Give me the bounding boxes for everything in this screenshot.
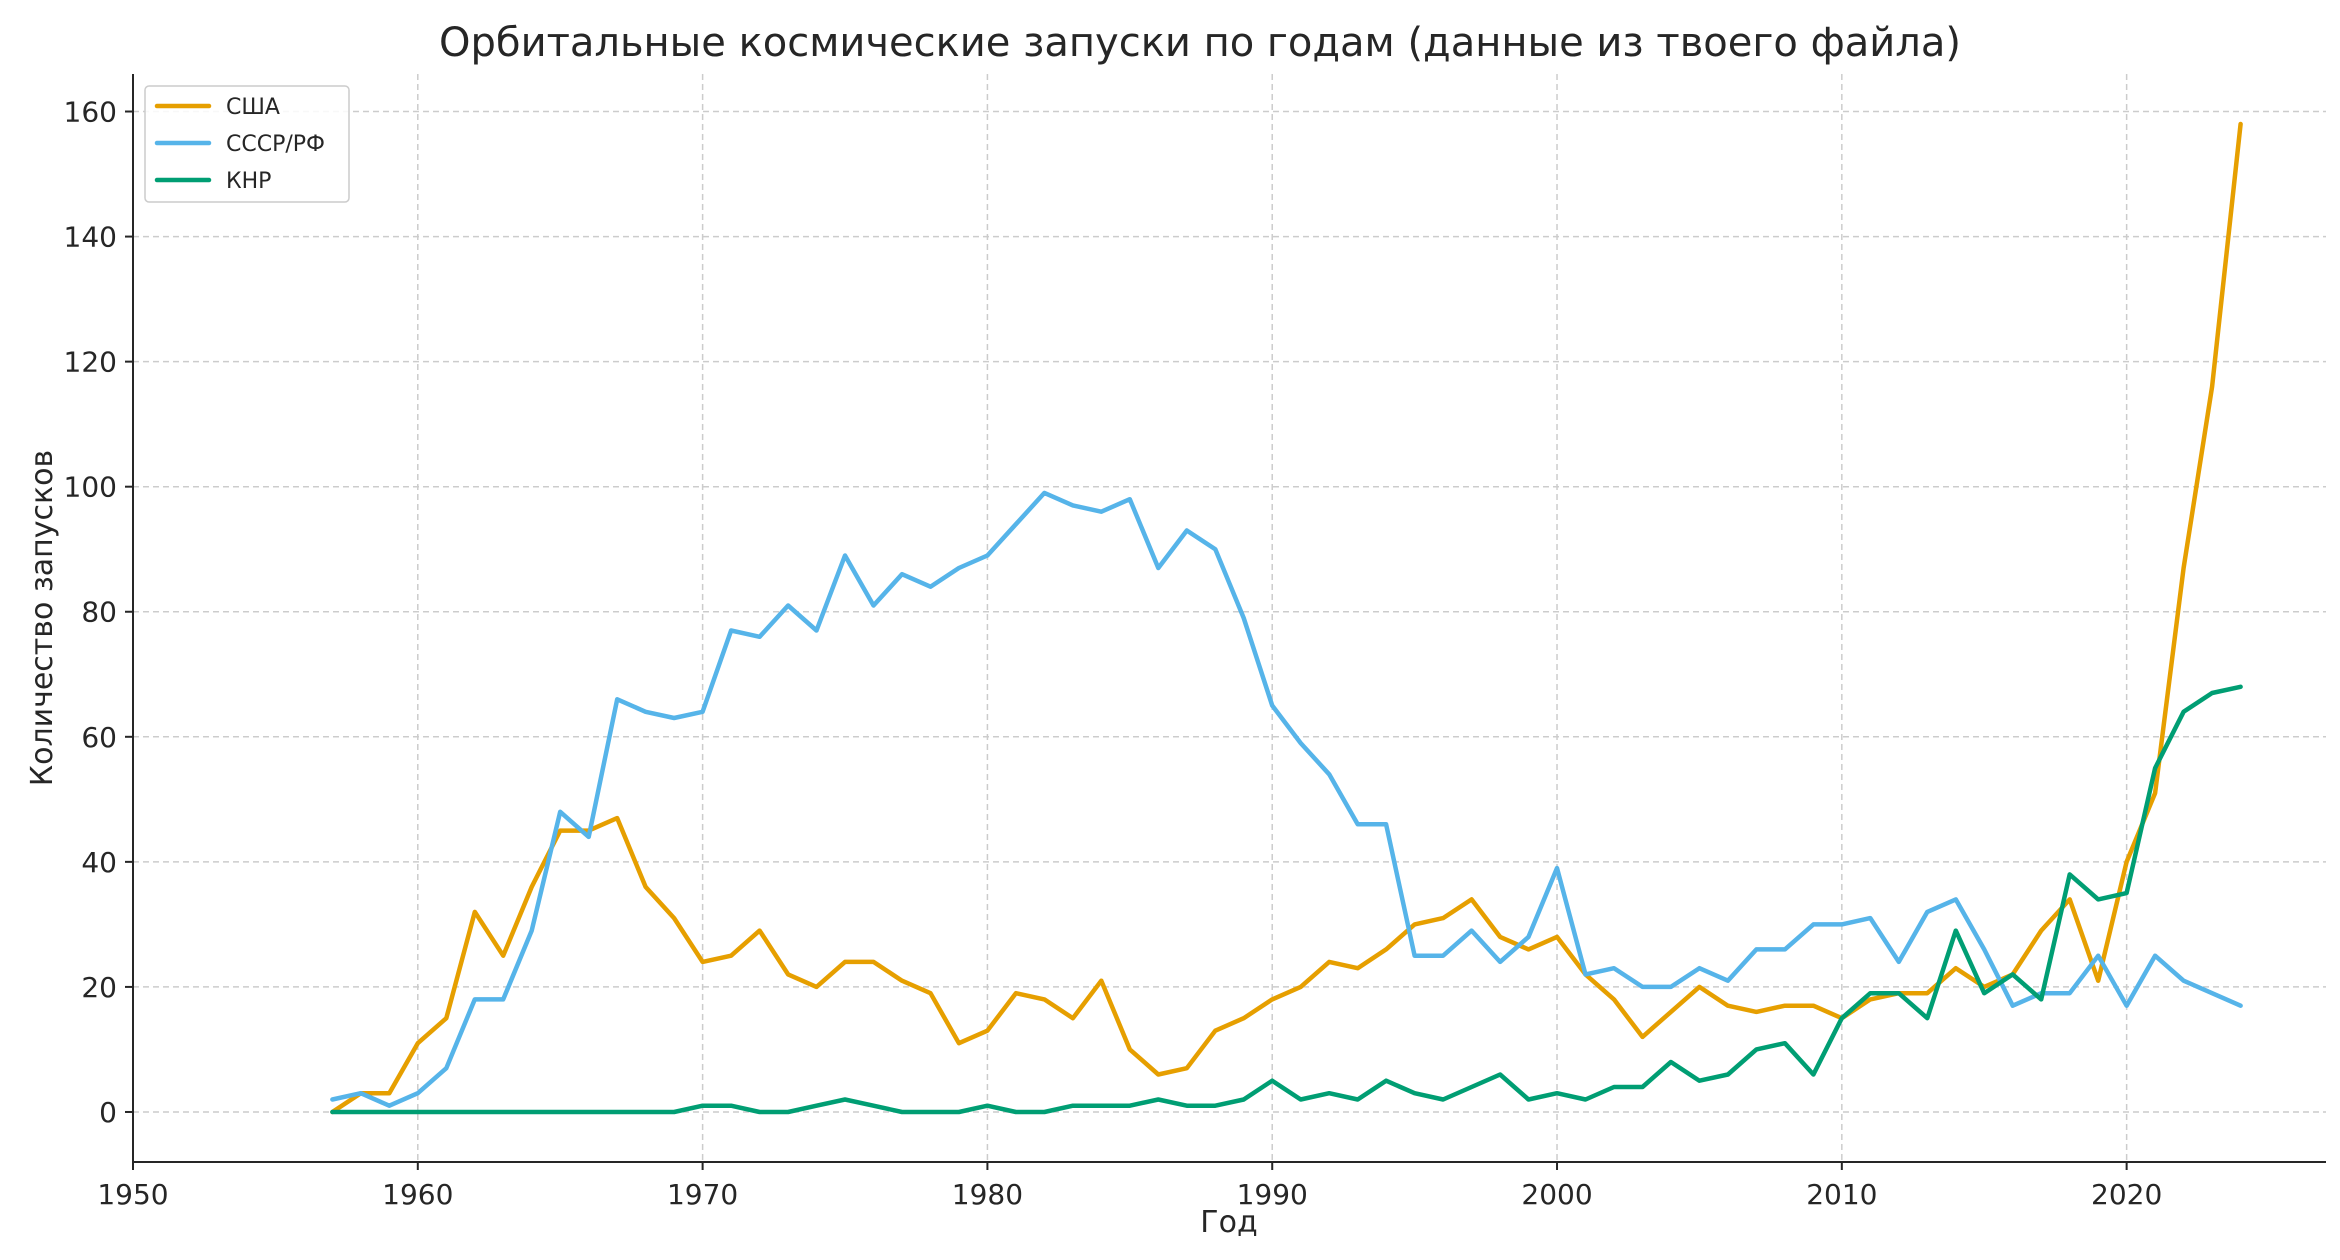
y-tick-label: 160 <box>64 96 117 129</box>
legend-frame <box>144 85 350 203</box>
series-line-3 <box>330 684 2243 1115</box>
series-lines <box>330 121 2243 1115</box>
y-tick-label: 120 <box>64 346 117 379</box>
series-line-2 <box>330 490 2243 1108</box>
chart-title: Орбитальные космические запуски по годам… <box>439 20 1961 66</box>
grid <box>133 74 2326 1162</box>
x-tick-label: 1950 <box>97 1178 168 1211</box>
y-tick-label: 140 <box>64 221 117 254</box>
x-tick-label: 1980 <box>952 1178 1023 1211</box>
axes <box>132 74 2326 1163</box>
x-tick-label: 1990 <box>1237 1178 1308 1211</box>
x-tick-label: 1960 <box>382 1178 453 1211</box>
y-axis-label: Количество запусков <box>25 450 60 786</box>
x-tick-label: 2000 <box>1521 1178 1592 1211</box>
ticks: 1950 1960 1970 1980 1990 2000 2010 2020 0 20 40 60 8… <box>64 96 2163 1211</box>
x-tick-label: 1970 <box>667 1178 738 1211</box>
y-tick-label: 0 <box>99 1096 117 1129</box>
x-tick-label: 2010 <box>1806 1178 1877 1211</box>
y-tick-label: 20 <box>81 971 117 1004</box>
legend: США СССР/РФ КНР <box>144 85 350 203</box>
x-tick-label: 2020 <box>2091 1178 2162 1211</box>
legend-label: СССР/РФ <box>226 132 325 157</box>
legend-label: КНР <box>226 169 271 194</box>
y-tick-label: 40 <box>81 846 117 879</box>
y-tick-label: 80 <box>81 596 117 629</box>
y-tick-label: 100 <box>64 471 117 504</box>
legend-label: США <box>226 95 280 120</box>
series-line-1 <box>330 121 2243 1115</box>
x-axis-label: Год <box>1200 1205 1257 1240</box>
y-tick-label: 60 <box>81 721 117 754</box>
